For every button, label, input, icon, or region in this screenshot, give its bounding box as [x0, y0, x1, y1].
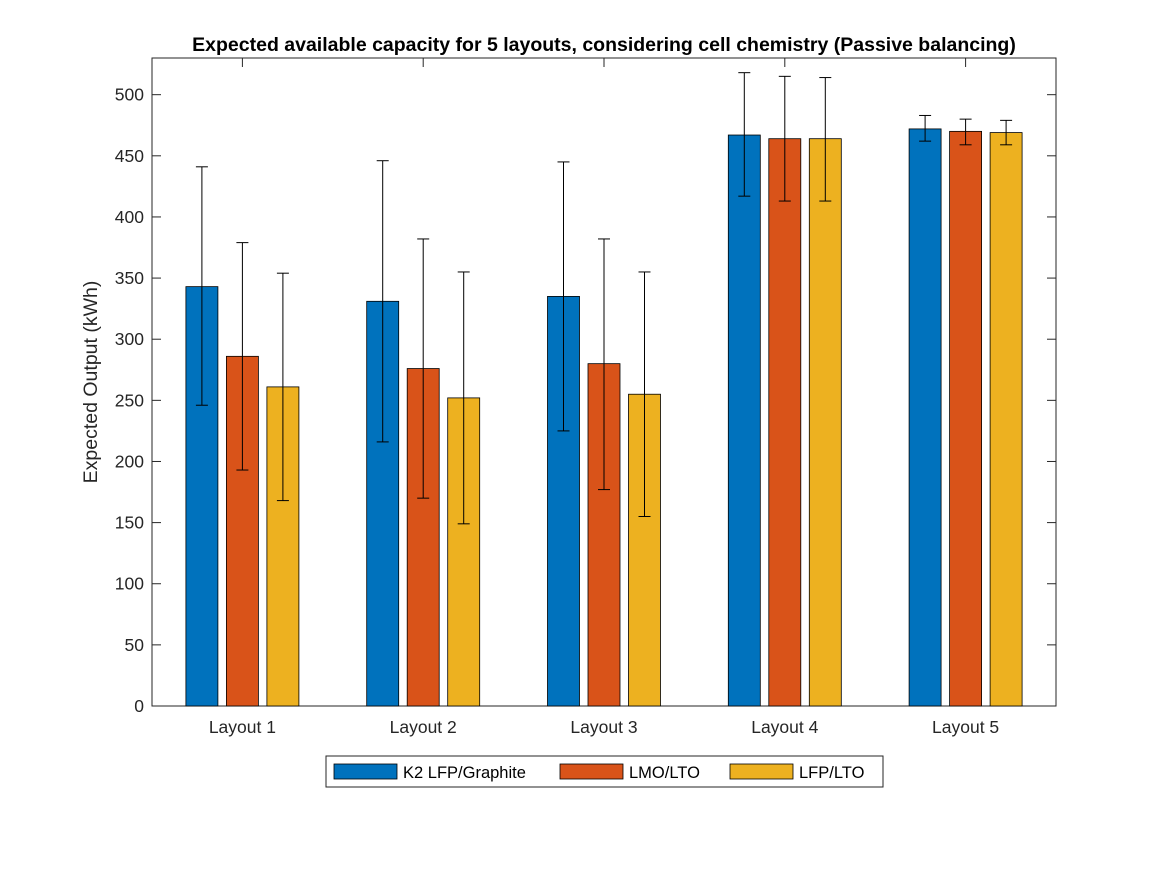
- y-tick-label: 300: [115, 329, 144, 349]
- y-axis-label: Expected Output (kWh): [80, 281, 102, 484]
- axis-ticks: 0 50 100 150 200 250 300 350 400 450 500 Layout 1 La…: [115, 58, 1056, 737]
- x-tick-label: Layout 2: [390, 717, 457, 737]
- y-tick-label: 350: [115, 268, 144, 288]
- bar: [908, 128, 942, 707]
- x-tick-label: Layout 3: [570, 717, 637, 737]
- x-tick-label: Layout 1: [209, 717, 276, 737]
- y-tick-label: 100: [115, 574, 144, 594]
- bar: [989, 132, 1023, 707]
- legend-label: LMO/LTO: [629, 764, 700, 782]
- legend-label: LFP/LTO: [799, 764, 865, 782]
- legend-swatch: [333, 763, 398, 780]
- y-tick-label: 50: [125, 635, 145, 655]
- y-tick-label: 200: [115, 451, 144, 471]
- y-tick-label: 450: [115, 146, 144, 166]
- x-tick-label: Layout 4: [751, 717, 818, 737]
- bar: [808, 138, 842, 707]
- bar: [727, 134, 761, 707]
- legend-swatch: [729, 763, 794, 780]
- x-tick-label: Layout 5: [932, 717, 999, 737]
- legend-swatch: [559, 763, 624, 780]
- error-bars: [195, 72, 1013, 525]
- bar: [949, 130, 982, 707]
- y-tick-label: 500: [115, 85, 144, 105]
- chart-title: Expected available capacity for 5 layout…: [192, 34, 1016, 56]
- bar: [768, 138, 802, 707]
- y-tick-label: 400: [115, 207, 144, 227]
- y-tick-label: 250: [115, 390, 144, 410]
- legend: K2 LFP/Graphite LMO/LTO LFP/LTO: [325, 755, 884, 788]
- y-tick-label: 0: [134, 696, 144, 716]
- legend-label: K2 LFP/Graphite: [403, 764, 526, 782]
- y-tick-label: 150: [115, 513, 144, 533]
